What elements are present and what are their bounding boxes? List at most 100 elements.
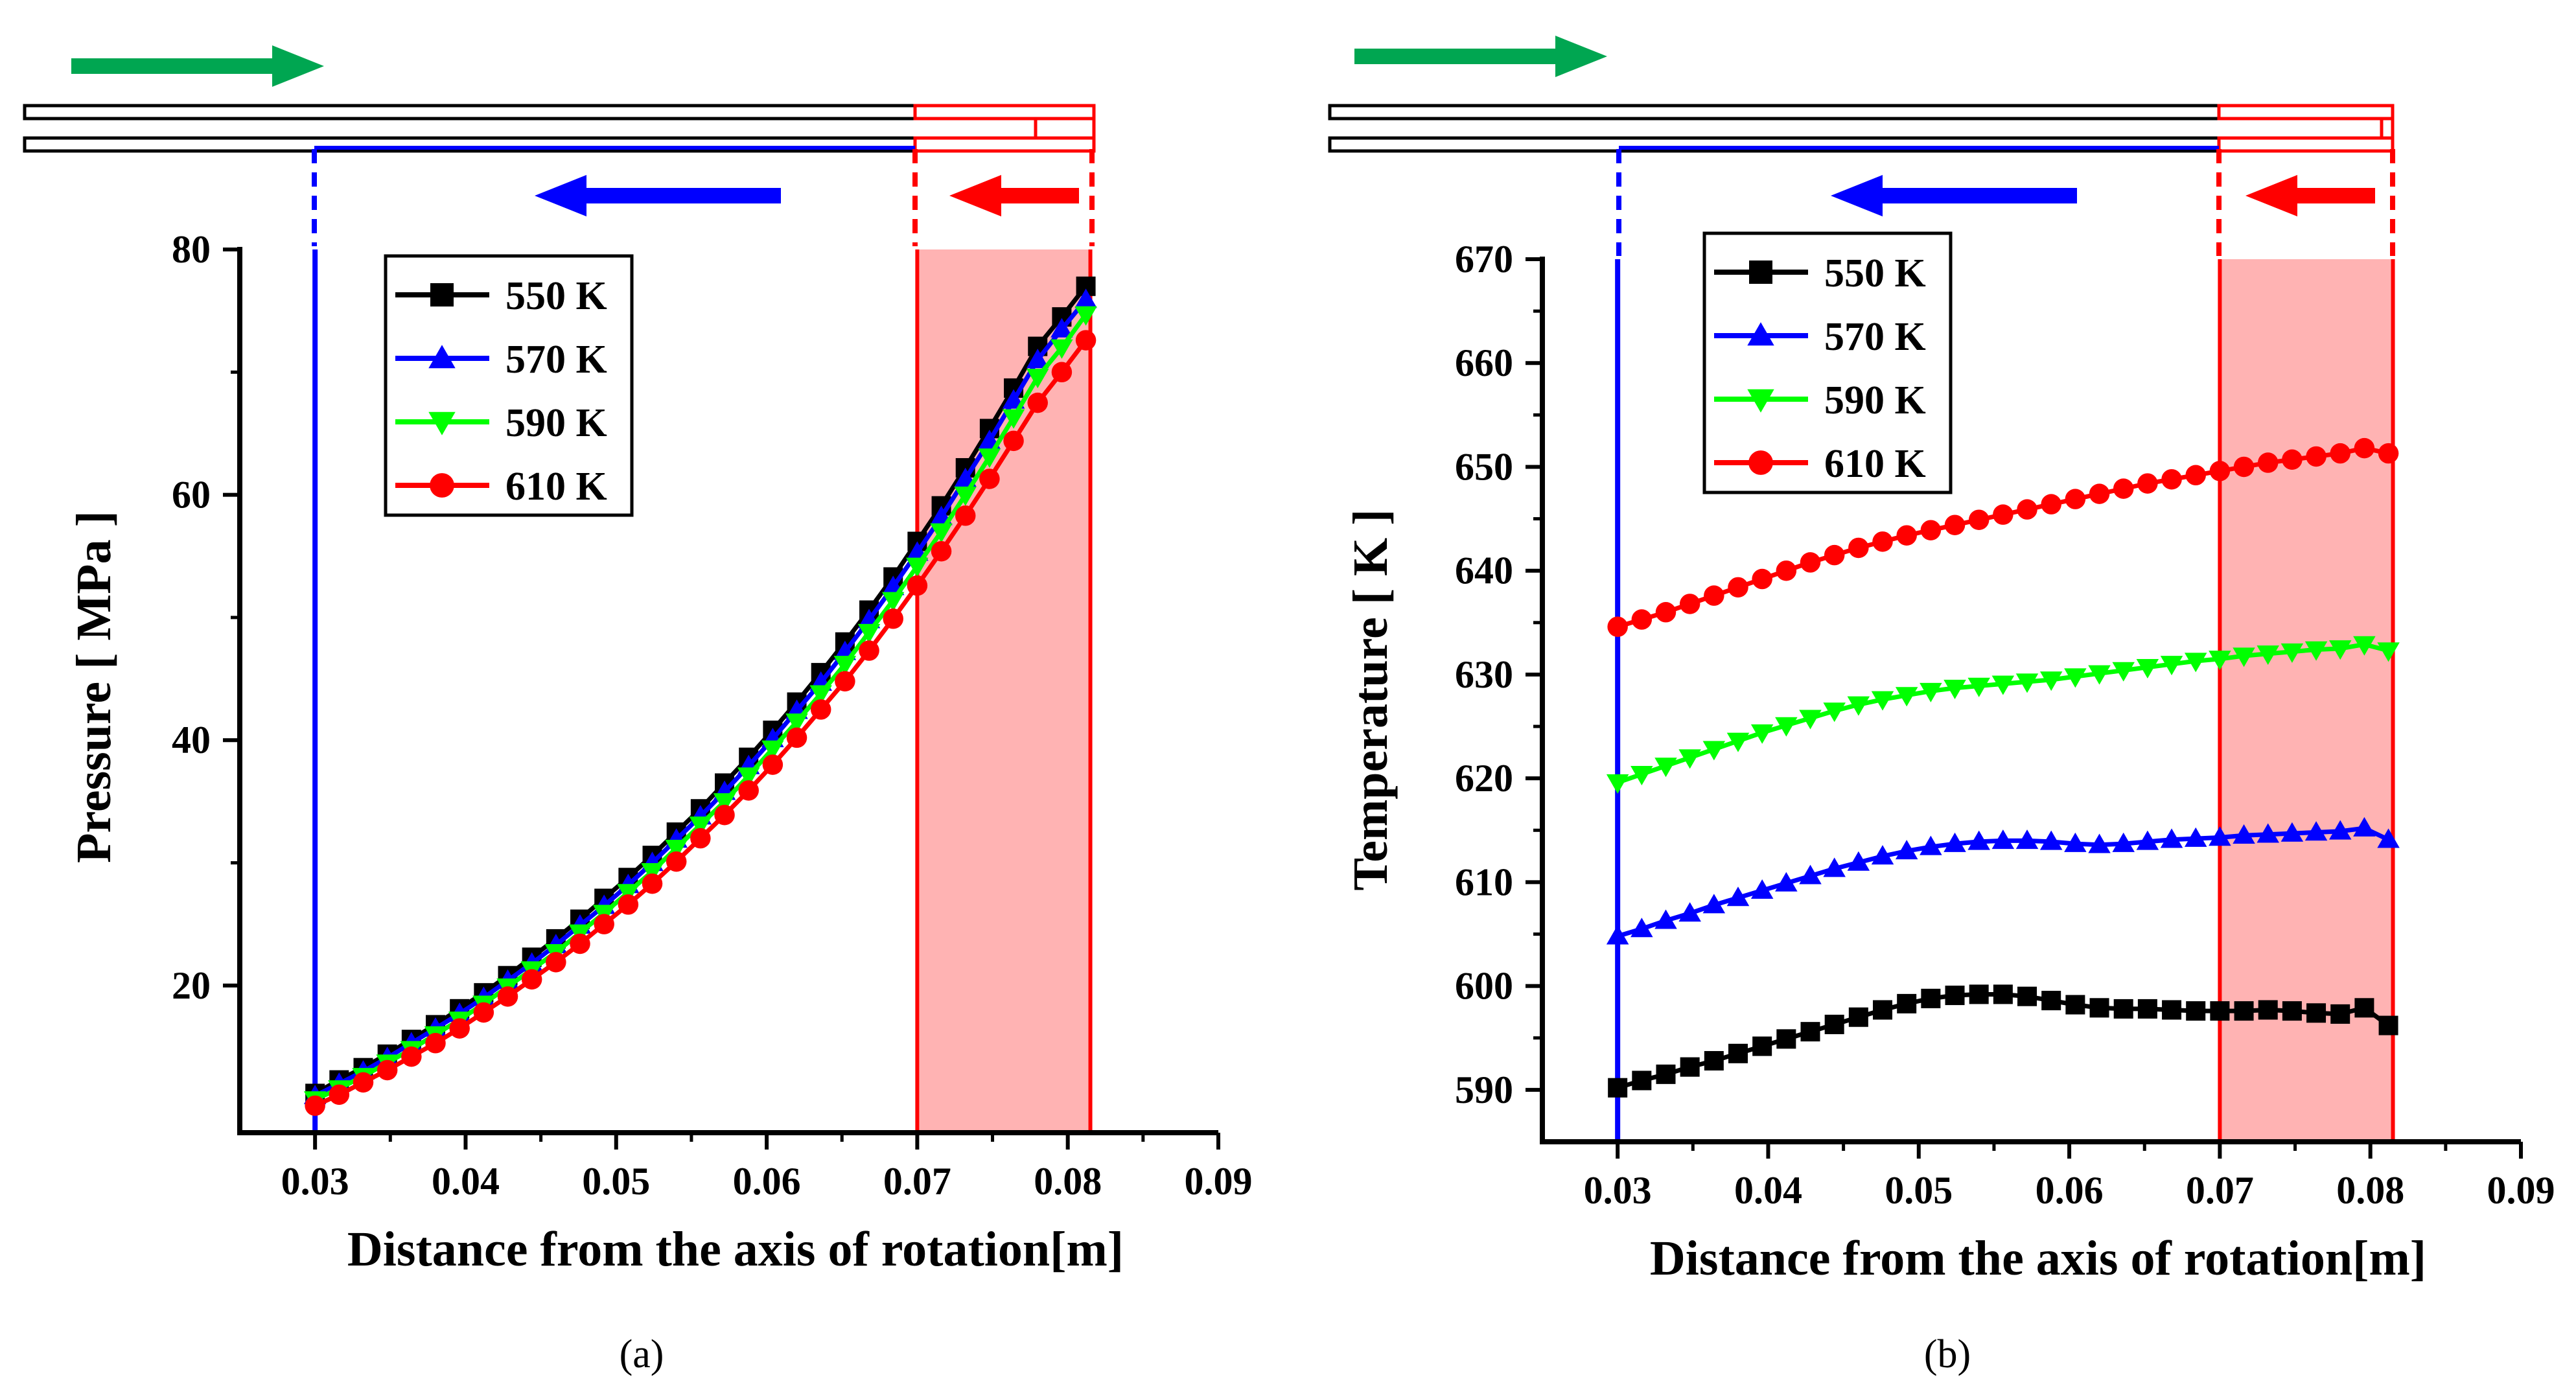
y-axis-label: Pressure [ MPa ] [67, 511, 121, 863]
data-point-triangle-up [2304, 821, 2328, 841]
legend-label: 550 K [1824, 251, 1926, 295]
data-point-triangle-up [2328, 820, 2352, 840]
data-point-triangle-up [1026, 349, 1049, 369]
data-point-circle [2282, 449, 2303, 470]
data-point-triangle-down [2280, 643, 2304, 663]
data-point-square [2017, 986, 2037, 1006]
data-point-circle [1968, 509, 1990, 530]
data-point-circle [738, 780, 759, 801]
data-point-triangle-down [881, 592, 905, 612]
data-point-triangle-up [2377, 828, 2400, 848]
x-tick-label: 0.05 [1885, 1169, 1953, 1212]
data-point-triangle-down [1847, 696, 1870, 716]
data-point-circle [1896, 525, 1917, 546]
data-point-square [2306, 1003, 2327, 1023]
data-point-circle [2161, 468, 2182, 490]
flow-arrow-blue [535, 175, 781, 216]
channel-heated-inner [2217, 136, 2395, 153]
data-point-triangle-up [1678, 902, 1701, 922]
data-point-square [2186, 1001, 2206, 1021]
legend-box [1702, 231, 1953, 494]
legend-label: 610 K [505, 465, 607, 509]
data-point-square [1680, 1057, 1700, 1077]
schematic-a [23, 45, 1096, 246]
data-point-square [1897, 993, 1917, 1013]
data-point-circle [1607, 616, 1628, 637]
data-point-triangle-down [1944, 680, 1966, 700]
data-point-square [2234, 1001, 2254, 1021]
data-point-triangle-down [785, 713, 808, 734]
data-point-triangle-down [954, 486, 977, 506]
data-point-triangle-down [689, 816, 712, 837]
data-point-circle [1748, 450, 1773, 475]
data-point-triangle-down [1747, 389, 1774, 413]
data-point-square [1824, 1014, 1844, 1034]
data-point-circle [1631, 609, 1653, 630]
x-tick-label: 0.09 [1185, 1160, 1253, 1203]
data-point-circle [666, 851, 687, 872]
data-point-triangle-up [1702, 894, 1726, 914]
data-point-circle [931, 540, 952, 562]
data-point-triangle-down [1002, 409, 1025, 429]
shaded-region [2220, 259, 2393, 1142]
data-point-circle [1824, 544, 1845, 566]
data-point-circle [546, 952, 566, 973]
data-point-triangle-up [1920, 835, 1942, 855]
data-point-triangle-up [1871, 845, 1894, 865]
data-point-triangle-down [1967, 677, 1990, 697]
x-tick-label: 0.07 [883, 1160, 951, 1203]
data-point-circle [835, 671, 855, 692]
data-point-triangle-up [2257, 823, 2279, 843]
legend-label: 550 K [505, 274, 607, 318]
data-point-circle [2113, 478, 2134, 499]
data-point-circle [2089, 483, 2110, 504]
data-point-triangle-up [428, 345, 456, 369]
x-tick-label: 0.06 [2036, 1169, 2104, 1212]
data-point-circle [2378, 443, 2399, 464]
channel-heated-outer [913, 104, 1096, 121]
y-axis-label: Temperature [ K ] [1343, 509, 1398, 891]
data-point-square [1921, 988, 1941, 1008]
data-point-circle [570, 933, 590, 954]
legend: 550 K 570 K 590 K 610 K [1702, 231, 1953, 494]
data-point-triangle-down [2353, 636, 2376, 656]
data-point-triangle-down [2136, 658, 2159, 678]
data-point-circle [497, 986, 518, 1007]
data-point-circle [859, 640, 879, 661]
data-point-circle [2209, 461, 2231, 481]
data-point-triangle-down [809, 685, 832, 705]
flow-arrow-red [949, 175, 1079, 216]
y-tick-label: 670 [1455, 238, 1513, 281]
data-point-triangle-up [2233, 824, 2255, 844]
data-point-circle [305, 1095, 325, 1116]
data-point-circle [762, 754, 783, 775]
data-point-square [1704, 1051, 1724, 1071]
data-point-circle [2257, 452, 2279, 473]
data-point-triangle-up [1847, 851, 1870, 871]
data-point-triangle-down [2088, 665, 2111, 685]
y-tick-label: 600 [1455, 965, 1513, 1008]
data-point-triangle-down [2064, 668, 2087, 688]
data-point-circle [1075, 330, 1097, 351]
y-tick-label: 640 [1455, 549, 1513, 592]
data-point-triangle-up [2136, 830, 2159, 850]
data-point-square [1993, 984, 2013, 1004]
data-point-triangle-up [2112, 832, 2135, 852]
y-tick-label: 630 [1455, 653, 1513, 696]
data-point-circle [2354, 437, 2375, 459]
data-point-triangle-down [617, 884, 640, 904]
x-tick-label: 0.08 [2336, 1169, 2404, 1212]
channel-heated-inner [913, 136, 1096, 153]
data-point-triangle-up [2015, 829, 2039, 850]
data-point-triangle-down [1799, 710, 1822, 730]
data-point-circle [2306, 446, 2327, 467]
data-point-circle [1051, 362, 1073, 383]
x-tick-label: 0.07 [2186, 1169, 2254, 1212]
data-point-circle [2041, 494, 2061, 515]
data-point-triangle-up [2088, 833, 2111, 853]
data-point-triangle-down [906, 557, 929, 577]
data-point-circle [2233, 456, 2255, 478]
y-tick-label: 650 [1455, 445, 1513, 488]
data-point-triangle-down [665, 840, 688, 860]
